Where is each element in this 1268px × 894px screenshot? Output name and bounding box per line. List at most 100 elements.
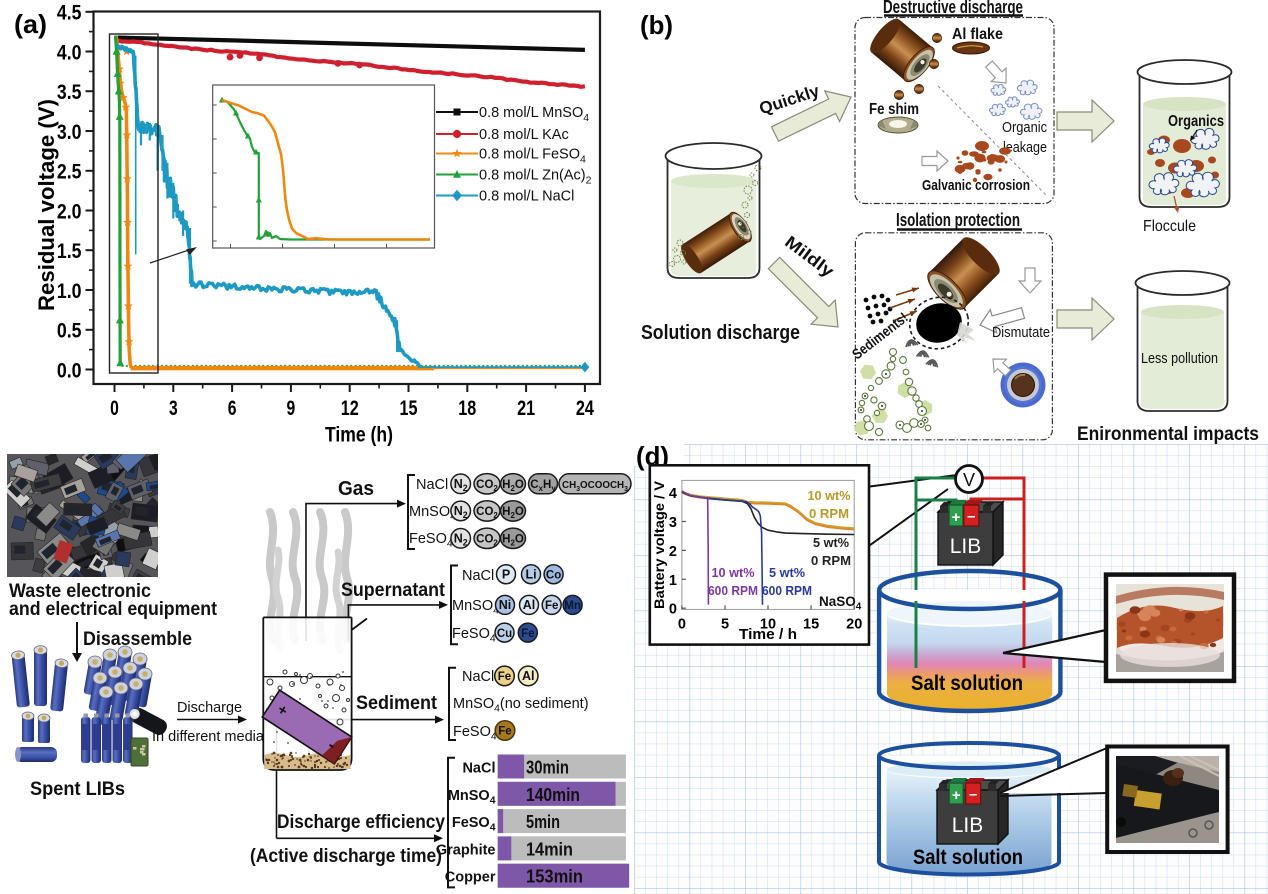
svg-text:0: 0 — [669, 602, 677, 618]
svg-text:15: 15 — [400, 397, 418, 420]
svg-text:N2: N2 — [454, 504, 468, 520]
svg-text:0.8 mol/L NaCl: 0.8 mol/L NaCl — [479, 189, 574, 205]
svg-text:4: 4 — [669, 486, 677, 502]
svg-text:FeSO4: FeSO4 — [452, 815, 496, 834]
svg-text:Spent LIBs: Spent LIBs — [30, 778, 125, 800]
svg-text:NaCl: NaCl — [462, 761, 495, 777]
svg-text:Organics: Organics — [1168, 113, 1224, 130]
svg-text:LIB: LIB — [950, 535, 982, 558]
svg-text:0.8 mol/L MnSO4: 0.8 mol/L MnSO4 — [479, 105, 589, 124]
svg-text:V: V — [963, 470, 975, 490]
svg-text:Galvanic corrosion: Galvanic corrosion — [922, 177, 1030, 194]
svg-text:H2O: H2O — [502, 534, 524, 548]
svg-text:0.0: 0.0 — [57, 358, 82, 382]
svg-text:0.8 mol/L FeSO4: 0.8 mol/L FeSO4 — [479, 147, 586, 166]
svg-text:Sediment: Sediment — [356, 693, 438, 714]
svg-text:+: + — [952, 509, 961, 526]
svg-text:3: 3 — [169, 397, 178, 420]
svg-text:CO2: CO2 — [476, 534, 498, 548]
svg-text:2.5: 2.5 — [57, 160, 82, 184]
svg-text:Supernatant: Supernatant — [341, 580, 446, 601]
svg-text:(a): (a) — [14, 9, 47, 39]
svg-text:Battery voltage / V: Battery voltage / V — [651, 480, 667, 609]
svg-text:–: – — [969, 786, 977, 803]
svg-text:24: 24 — [576, 397, 594, 420]
svg-text:H2O: H2O — [502, 479, 524, 493]
svg-text:Al: Al — [522, 669, 535, 683]
svg-text:NaCl: NaCl — [416, 477, 448, 493]
svg-text:CO2: CO2 — [476, 479, 498, 493]
svg-text:Enironmental impacts: Enironmental impacts — [1077, 423, 1259, 445]
svg-text:FeSO4: FeSO4 — [453, 724, 497, 743]
svg-text:P: P — [502, 567, 510, 581]
svg-text:Cu: Cu — [497, 628, 512, 640]
svg-text:In different media: In different media — [152, 729, 265, 745]
svg-text:Gas: Gas — [338, 478, 374, 500]
svg-text:–: – — [967, 508, 975, 525]
svg-text:0 RPM: 0 RPM — [809, 506, 849, 521]
svg-text:Co: Co — [546, 569, 561, 581]
svg-text:NaSO4: NaSO4 — [819, 594, 862, 613]
svg-text:0: 0 — [678, 616, 686, 632]
svg-text:600 RPM: 600 RPM — [708, 583, 758, 598]
svg-text:1.5: 1.5 — [57, 239, 82, 263]
svg-text:3: 3 — [669, 515, 677, 531]
svg-text:Al: Al — [523, 598, 536, 612]
svg-text:600 RPM: 600 RPM — [762, 583, 812, 598]
svg-text:Copper: Copper — [445, 870, 496, 886]
svg-text:Fe: Fe — [545, 600, 558, 612]
svg-text:FeSO4: FeSO4 — [452, 626, 496, 645]
svg-text:Li: Li — [525, 567, 536, 581]
svg-text:2.0: 2.0 — [57, 199, 82, 223]
svg-text:Fe shim: Fe shim — [869, 101, 919, 118]
svg-text:MnSO4(no sediment): MnSO4(no sediment) — [453, 696, 589, 715]
svg-text:0.5: 0.5 — [57, 319, 82, 343]
svg-text:6: 6 — [228, 397, 237, 420]
svg-text:3.0: 3.0 — [57, 120, 82, 144]
svg-text:N2: N2 — [454, 532, 468, 548]
svg-text:CO2: CO2 — [476, 506, 498, 520]
svg-text:0.8 mol/L KAc: 0.8 mol/L KAc — [479, 127, 569, 143]
svg-text:CH3OCOOCH3: CH3OCOOCH3 — [562, 480, 628, 493]
svg-text:Graphite: Graphite — [436, 842, 496, 858]
svg-text:Al flake: Al flake — [952, 26, 1003, 43]
svg-text:Salt solution: Salt solution — [911, 672, 1023, 695]
svg-text:MnSO4: MnSO4 — [409, 504, 456, 523]
svg-text:(b): (b) — [640, 10, 673, 40]
svg-text:10: 10 — [760, 616, 776, 632]
svg-text:Disassemble: Disassemble — [83, 628, 192, 650]
svg-text:Fe: Fe — [521, 628, 534, 640]
svg-text:Isolation protection: Isolation protection — [896, 210, 1020, 230]
svg-text:Less pollution: Less pollution — [1141, 350, 1218, 367]
svg-text:1: 1 — [669, 573, 677, 589]
svg-text:Solution discharge: Solution discharge — [641, 322, 800, 344]
svg-text:H2O: H2O — [502, 506, 524, 520]
svg-text:4.5: 4.5 — [57, 1, 82, 25]
svg-text:Dismutate: Dismutate — [992, 324, 1050, 341]
svg-text:0.8 mol/L Zn(Ac)2: 0.8 mol/L Zn(Ac)2 — [479, 168, 592, 187]
svg-text:153min: 153min — [526, 867, 583, 887]
svg-text:Time / h: Time / h — [739, 626, 797, 643]
svg-text:10 wt%: 10 wt% — [712, 565, 755, 580]
svg-text:Salt solution: Salt solution — [913, 846, 1023, 869]
svg-text:Waste electronic: Waste electronic — [9, 580, 151, 602]
svg-text:CxHy: CxHy — [530, 479, 556, 493]
svg-text:5min: 5min — [526, 812, 560, 832]
svg-text:20: 20 — [846, 616, 862, 632]
svg-text:and electrical equipment: and electrical equipment — [9, 598, 217, 620]
svg-text:Discharge efficiency: Discharge efficiency — [277, 812, 445, 833]
svg-text:Ni: Ni — [499, 598, 512, 612]
svg-text:140min: 140min — [526, 785, 580, 805]
svg-text:N2: N2 — [454, 477, 468, 493]
svg-text:0 RPM: 0 RPM — [811, 553, 851, 568]
svg-text:18: 18 — [458, 397, 476, 420]
svg-text:1.0: 1.0 — [57, 279, 82, 303]
svg-text:Destructive discharge: Destructive discharge — [883, 0, 1023, 17]
svg-text:Time (h): Time (h) — [325, 424, 393, 447]
svg-text:leakage: leakage — [1003, 140, 1047, 156]
svg-text:5 wt%: 5 wt% — [769, 565, 805, 580]
svg-text:FeSO4: FeSO4 — [409, 531, 453, 550]
svg-text:Organic: Organic — [1002, 120, 1047, 136]
svg-text:MnSO4: MnSO4 — [448, 788, 496, 807]
svg-text:2: 2 — [669, 544, 677, 560]
